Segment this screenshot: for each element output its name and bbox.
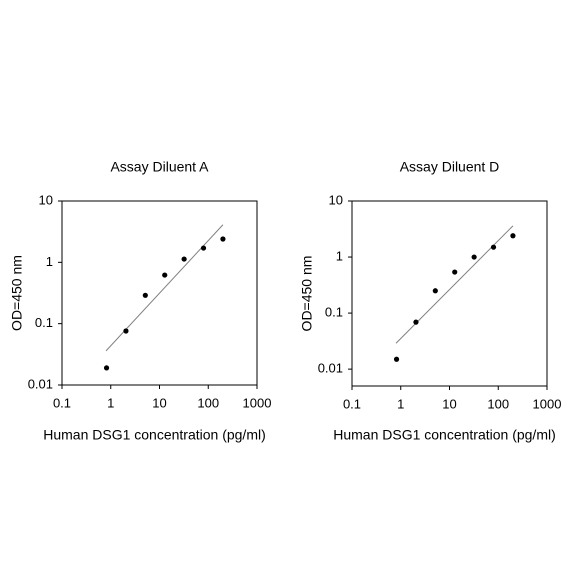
- data-point: [452, 269, 458, 275]
- y-tick-label: 0.01: [28, 376, 53, 391]
- trendline: [395, 225, 514, 344]
- data-point: [162, 272, 168, 278]
- y-tick-label: 10: [39, 192, 53, 207]
- y-tick-label: 1: [46, 254, 53, 269]
- data-point: [103, 365, 110, 371]
- data-point: [510, 233, 516, 239]
- x-tick-label: 100: [487, 396, 509, 411]
- chart-title: Assay Diluent D: [400, 159, 500, 175]
- data-point: [181, 256, 187, 262]
- y-tick-label: 10: [329, 192, 343, 207]
- x-axis-label: Human DSG1 concentration (pg/ml): [43, 427, 266, 443]
- data-point: [220, 236, 226, 242]
- x-tick-label: 0.1: [343, 396, 361, 411]
- y-tick-label: 0.01: [318, 361, 343, 376]
- chart-title: Assay Diluent A: [110, 159, 209, 175]
- plot-frame: [351, 200, 548, 387]
- data-point: [490, 244, 497, 250]
- x-tick-label: 1: [107, 395, 114, 410]
- y-tick-label: 1: [336, 248, 343, 263]
- x-tick-label: 10: [442, 396, 456, 411]
- data-point: [432, 288, 438, 294]
- y-axis-label: OD=450 nm: [9, 255, 25, 331]
- x-tick-label: 10: [152, 395, 166, 410]
- data-point: [413, 319, 419, 325]
- x-axis-label: Human DSG1 concentration (pg/ml): [333, 427, 556, 443]
- y-axis-label: OD=450 nm: [299, 256, 315, 332]
- x-tick-label: 1: [397, 396, 404, 411]
- data-point: [142, 292, 148, 298]
- y-tick-label: 0.1: [35, 315, 53, 330]
- data-point: [200, 245, 207, 251]
- x-tick-label: 1000: [243, 395, 272, 410]
- data-point: [471, 254, 477, 260]
- x-tick-label: 1000: [533, 396, 562, 411]
- x-tick-label: 0.1: [53, 395, 71, 410]
- data-point: [393, 356, 400, 362]
- x-tick-label: 100: [197, 395, 219, 410]
- y-tick-label: 0.1: [325, 305, 343, 320]
- data-point: [123, 328, 129, 334]
